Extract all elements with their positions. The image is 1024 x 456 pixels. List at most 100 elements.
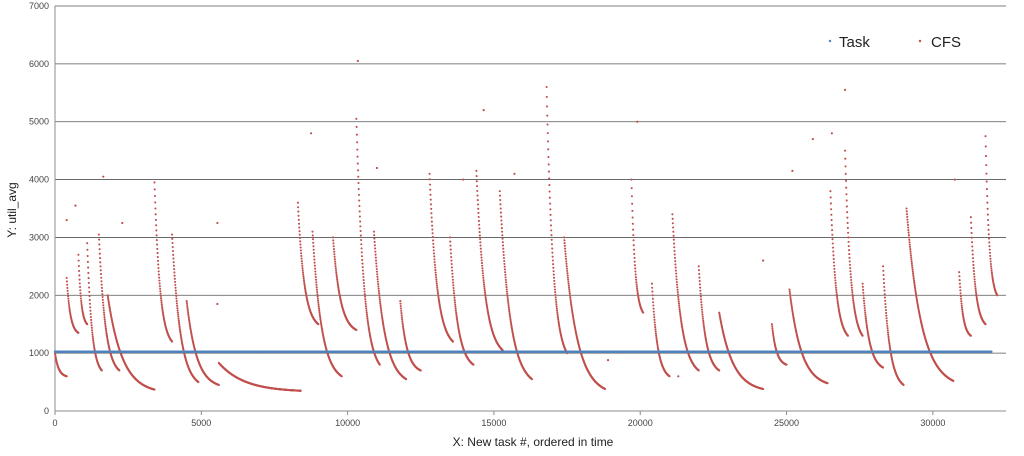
cfs-point	[677, 300, 680, 303]
cfs-point	[380, 311, 383, 314]
cfs-point	[156, 256, 159, 259]
cfs-point	[102, 175, 105, 178]
cfs-point	[101, 296, 104, 299]
cfs-point	[121, 221, 124, 225]
cfs-point	[555, 303, 558, 306]
cfs-point	[908, 245, 912, 248]
cfs-point	[697, 269, 701, 272]
cfs-point	[830, 132, 833, 135]
cfs-point	[429, 188, 432, 191]
cfs-point	[653, 323, 657, 326]
cfs-point	[508, 315, 512, 318]
cfs-point	[175, 302, 178, 305]
cfs-point	[66, 283, 69, 286]
cfs-point	[315, 281, 318, 284]
cfs-point	[505, 281, 508, 284]
cfs-point	[634, 267, 637, 270]
cfs-point	[102, 304, 105, 307]
cfs-point	[105, 329, 108, 332]
cfs-point	[499, 198, 502, 202]
cfs-point	[988, 248, 991, 251]
cfs-point	[655, 334, 658, 337]
cfs-point	[153, 388, 156, 391]
cfs-point	[66, 289, 69, 292]
cfs-point	[374, 253, 377, 256]
cfs-point	[378, 363, 381, 366]
cfs-point	[437, 294, 440, 297]
cfs-point	[186, 305, 189, 309]
cfs-point	[703, 330, 706, 333]
cfs-point	[378, 300, 382, 303]
cfs-point	[633, 264, 637, 267]
cfs-point	[309, 132, 313, 135]
cfs-point	[788, 290, 791, 293]
cfs-point	[551, 259, 554, 262]
cfs-point	[311, 234, 314, 237]
cfs-point	[563, 242, 566, 245]
cfs-point	[969, 334, 972, 337]
cfs-point	[509, 318, 512, 321]
cfs-point	[357, 193, 361, 196]
cfs-point	[865, 321, 868, 324]
cfs-point	[160, 301, 163, 304]
cfs-point	[475, 169, 478, 172]
cfs-point	[914, 287, 917, 290]
cfs-point	[316, 297, 319, 300]
cfs-point	[362, 279, 365, 282]
cfs-point	[546, 140, 550, 143]
cfs-point	[449, 244, 452, 247]
cfs-point	[771, 330, 774, 334]
cfs-point	[987, 218, 990, 222]
cfs-point	[651, 286, 654, 289]
cfs-point	[508, 310, 511, 313]
cfs-point	[631, 209, 634, 212]
cfs-point	[483, 283, 486, 286]
x-tick-label: 30000	[920, 418, 945, 428]
cfs-point	[86, 254, 89, 258]
cfs-point	[316, 293, 319, 296]
cfs-point	[171, 237, 174, 240]
cfs-point	[830, 213, 833, 216]
cfs-point	[419, 369, 422, 372]
cfs-point	[478, 234, 481, 237]
cfs-point	[568, 286, 571, 289]
cfs-point	[862, 297, 865, 300]
cfs-point	[367, 322, 370, 325]
cfs-point	[79, 289, 82, 292]
cfs-point	[481, 269, 484, 272]
cfs-point	[699, 289, 702, 292]
cfs-point	[972, 260, 975, 263]
cfs-point	[375, 265, 378, 268]
cfs-point	[984, 323, 987, 326]
cfs-point	[985, 180, 988, 183]
cfs-point	[547, 163, 550, 166]
cfs-point	[846, 211, 849, 214]
cfs-point	[564, 247, 567, 250]
cfs-point	[479, 250, 483, 253]
cfs-point	[988, 241, 991, 244]
cfs-point	[834, 279, 837, 282]
grid-lines	[55, 5, 1006, 354]
cfs-point	[701, 315, 704, 318]
cfs-point	[302, 273, 305, 276]
cfs-point	[960, 302, 963, 305]
cfs-point	[331, 236, 335, 239]
cfs-point	[845, 193, 848, 196]
cfs-point	[171, 340, 174, 343]
cfs-point	[851, 288, 854, 292]
cfs-point	[363, 284, 366, 288]
cfs-point	[99, 261, 102, 264]
cfs-point	[508, 308, 511, 311]
cfs-point	[501, 244, 505, 247]
cfs-point	[847, 231, 850, 234]
cfs-point	[550, 238, 553, 241]
cfs-point	[829, 202, 832, 205]
cfs-point	[635, 285, 638, 288]
cfs-point	[655, 339, 658, 342]
cfs-point	[355, 117, 358, 120]
cfs-point	[158, 285, 161, 288]
cfs-point	[844, 165, 847, 168]
cfs-point	[829, 196, 832, 199]
cfs-point	[887, 333, 890, 336]
cfs-point	[506, 294, 509, 298]
